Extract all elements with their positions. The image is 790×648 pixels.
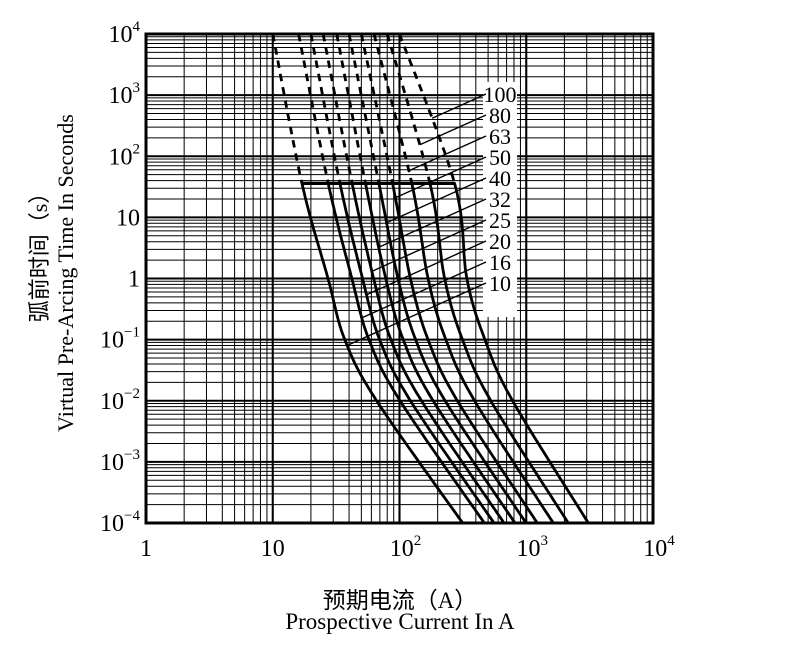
curve-63A <box>410 182 555 525</box>
x-tick-103: 103 <box>517 533 549 562</box>
curve-63A-dashed <box>372 33 414 184</box>
curve-40A <box>377 182 528 525</box>
legend-callout-25A <box>371 219 487 272</box>
legend-label-80A: 80 <box>489 103 511 128</box>
curve-10A-dashed <box>271 33 304 184</box>
legend-callout-100A <box>431 93 487 119</box>
legend-callout-40A <box>386 177 487 224</box>
legend-label-32A: 32 <box>489 187 511 212</box>
x-tick-10: 10 <box>261 536 285 562</box>
y-tick-102: 102 <box>109 141 141 170</box>
curve-16A <box>326 182 486 525</box>
y-tick-10−2: 10−2 <box>100 386 140 415</box>
curve-20A <box>338 182 496 525</box>
y-tick-103: 103 <box>109 80 141 109</box>
y-axis-label-cn: 弧前时间（s） <box>27 181 52 323</box>
legend-callout-16A <box>361 261 487 319</box>
y-tick-1: 1 <box>128 267 140 293</box>
y-tick-104: 104 <box>109 19 141 48</box>
legend-label-40A: 40 <box>489 166 511 191</box>
legend-label-16A: 16 <box>489 250 511 275</box>
y-tick-10: 10 <box>116 205 140 231</box>
x-axis-label-cn: 预期电流（A） <box>322 588 478 613</box>
legend-callout-50A <box>395 156 487 199</box>
legend-label-25A: 25 <box>489 208 511 233</box>
y-tick-10−1: 10−1 <box>100 325 140 354</box>
legend-label-50A: 50 <box>489 145 511 170</box>
curve-100A-dashed <box>398 33 456 184</box>
legend-callout-63A <box>408 135 487 172</box>
x-tick-1: 1 <box>140 536 152 562</box>
curve-25A-dashed <box>321 33 354 184</box>
y-tick-10−3: 10−3 <box>100 447 140 476</box>
curve-20A-dashed <box>309 33 342 184</box>
legend-label-100A: 100 <box>484 82 517 107</box>
legend-band <box>483 82 517 317</box>
curve-25A <box>350 182 506 525</box>
curve-50A <box>391 182 539 525</box>
curve-50A-dashed <box>359 33 394 184</box>
legend-callout-10A <box>346 282 487 347</box>
curve-80A <box>428 182 570 525</box>
y-tick-10−4: 10−4 <box>100 508 140 537</box>
curve-32A <box>364 182 517 525</box>
legend-label-63A: 63 <box>489 124 511 149</box>
legend-callout-80A <box>419 114 487 146</box>
legend-callout-20A <box>366 240 487 296</box>
x-tick-104: 104 <box>643 533 675 562</box>
x-tick-102: 102 <box>390 533 422 562</box>
legend-label-10A: 10 <box>489 271 511 296</box>
curve-32A-dashed <box>335 33 367 184</box>
curve-80A-dashed <box>385 33 432 184</box>
curve-40A-dashed <box>347 33 381 184</box>
x-axis-label-en: Prospective Current In A <box>285 609 515 634</box>
curve-16A-dashed <box>297 33 330 184</box>
y-axis-label-en: Virtual Pre-Arcing Time In Seconds <box>53 114 78 432</box>
legend-callout-32A <box>378 198 487 248</box>
curve-10A <box>300 182 465 525</box>
legend-label-20A: 20 <box>489 229 511 254</box>
